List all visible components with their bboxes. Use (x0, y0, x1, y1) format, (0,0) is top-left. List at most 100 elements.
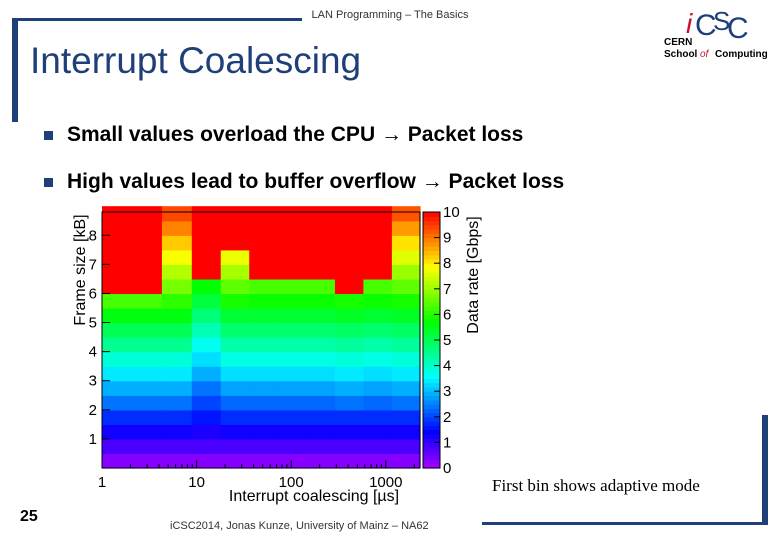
heatmap-cell (102, 351, 163, 367)
heatmap-cell (102, 438, 163, 455)
colorbar-segment (423, 344, 440, 350)
colorbar-segment (423, 404, 440, 409)
heatmap-cell (277, 278, 308, 295)
title-bracket-horizontal (12, 18, 302, 21)
heatmap-cell (220, 249, 250, 265)
heatmap-cell (334, 278, 365, 295)
heatmap-cell (191, 322, 222, 338)
colorbar-tick-label: 3 (443, 383, 451, 400)
y-axis-ticks: 1 2 3 4 5 6 7 8 (89, 227, 110, 448)
heatmap-cell (102, 293, 163, 309)
heatmap-cell (334, 220, 365, 236)
heatmap-cell (306, 220, 336, 236)
heatmap-cell (306, 308, 336, 324)
heatmap-cell (220, 322, 250, 338)
heatmap-cell (334, 337, 365, 353)
x-tick-label: 1 (98, 474, 106, 491)
heatmap-cell (306, 438, 336, 455)
y-tick-label: 1 (89, 431, 97, 448)
heatmap-cell (306, 366, 336, 382)
heatmap-cell (334, 409, 365, 425)
colorbar-tick-label: 2 (443, 409, 451, 426)
colorbar-tick-label: 7 (443, 281, 451, 298)
heatmap-cell (191, 366, 222, 382)
plot-frame (101, 211, 421, 469)
colorbar-segment (423, 386, 440, 392)
heatmap-cell (277, 380, 308, 396)
heatmap-cell (391, 235, 421, 251)
bullet-square-icon (44, 177, 53, 187)
heatmap-cell (334, 264, 365, 280)
heatmap-cell (220, 380, 250, 396)
x-tick-label: 10 (188, 474, 205, 491)
y-tick-label: 4 (89, 344, 97, 361)
heatmap-cell (334, 322, 365, 338)
heatmap-cell (277, 337, 308, 353)
heatmap-cell (306, 380, 336, 396)
x-axis-ticks: 1 10 100 1000 (98, 460, 415, 491)
colorbar-segment (423, 322, 440, 328)
heatmap-cell (102, 206, 163, 222)
heatmap-cell (391, 308, 421, 324)
heatmap-cell (249, 438, 279, 455)
x-tick-label: 100 (279, 474, 304, 491)
colorbar-segment (423, 314, 440, 320)
heatmap-cell (363, 264, 393, 280)
heatmap-cell (161, 366, 193, 382)
colorbar-segment (423, 378, 440, 384)
heatmap-cell (334, 351, 365, 367)
heatmap-cell (363, 206, 393, 222)
heatmap-cell (220, 351, 250, 367)
heatmap-cell (191, 453, 222, 469)
colorbar-tick-label: 6 (443, 306, 451, 323)
heatmap-cell (334, 235, 365, 251)
colorbar-segment (423, 433, 440, 439)
heatmap-cell (391, 380, 421, 396)
heatmap-cell (363, 395, 393, 411)
heatmap-cell (249, 249, 279, 265)
heatmap-cell (249, 424, 279, 440)
colorbar-segment (423, 246, 440, 251)
colorbar-segment (423, 212, 440, 217)
heatmap-cell (220, 337, 250, 353)
heatmap-cell (277, 351, 308, 367)
y-tick-label: 8 (89, 227, 97, 244)
heatmap-cell (334, 424, 365, 440)
colorbar-segment (423, 438, 440, 443)
heatmap-cell (220, 308, 250, 324)
heatmap-cell (306, 235, 336, 251)
heatmap-cell (102, 278, 163, 295)
heatmap-cell (363, 409, 393, 425)
chart-note: First bin shows adaptive mode (492, 476, 700, 495)
heatmap-cell (161, 206, 193, 222)
heatmap-cell (249, 351, 279, 367)
heatmap-cell (220, 220, 250, 236)
heatmap-cell (306, 278, 336, 295)
heatmap-cell (334, 395, 365, 411)
footer-bracket-vertical (762, 415, 768, 525)
heatmap-cell (306, 264, 336, 280)
heatmap-cell (191, 308, 222, 324)
heatmap-cell (334, 366, 365, 382)
heatmap-cell (391, 264, 421, 280)
colorbar-segment (423, 450, 440, 456)
heatmap-cell (277, 395, 308, 411)
colorbar-segment (423, 382, 440, 388)
heatmap-cell (391, 249, 421, 265)
heatmap-cell (277, 366, 308, 382)
heatmap-cell (391, 438, 421, 455)
colorbar-segment (423, 365, 440, 371)
heatmap-cell (220, 453, 250, 469)
colorbar-segment (423, 335, 440, 341)
icsc-logo: i C S C CERN School of Computing (664, 6, 768, 60)
y-tick-label: 6 (89, 285, 97, 302)
colorbar-segment (423, 357, 440, 362)
heatmap-cell (191, 206, 222, 222)
colorbar-tick-label: 5 (443, 332, 451, 349)
heatmap-cell (220, 395, 250, 411)
bullet-item-1: Small values overload the CPU → Packet l… (44, 123, 523, 147)
colorbar-segment (423, 455, 440, 461)
colorbar-tick-label: 8 (443, 255, 451, 272)
colorbar-tick-label: 1 (443, 434, 451, 451)
heatmap-cell (191, 337, 222, 353)
